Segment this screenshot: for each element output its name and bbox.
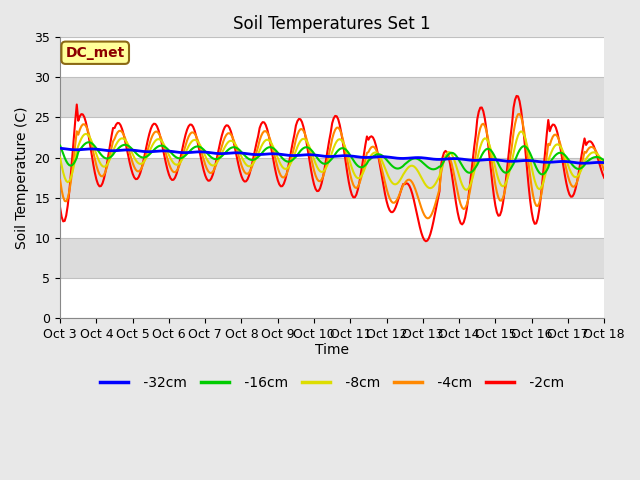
Bar	[60, 157, 604, 198]
Bar	[60, 238, 604, 278]
X-axis label: Time: Time	[315, 343, 349, 358]
Bar	[60, 118, 604, 157]
Bar	[60, 278, 604, 318]
Text: DC_met: DC_met	[65, 46, 125, 60]
Bar	[60, 37, 604, 77]
Title: Soil Temperatures Set 1: Soil Temperatures Set 1	[234, 15, 431, 33]
Bar	[60, 77, 604, 118]
Bar	[60, 198, 604, 238]
Legend:  -32cm,  -16cm,  -8cm,  -4cm,  -2cm: -32cm, -16cm, -8cm, -4cm, -2cm	[95, 370, 570, 395]
Y-axis label: Soil Temperature (C): Soil Temperature (C)	[15, 107, 29, 249]
